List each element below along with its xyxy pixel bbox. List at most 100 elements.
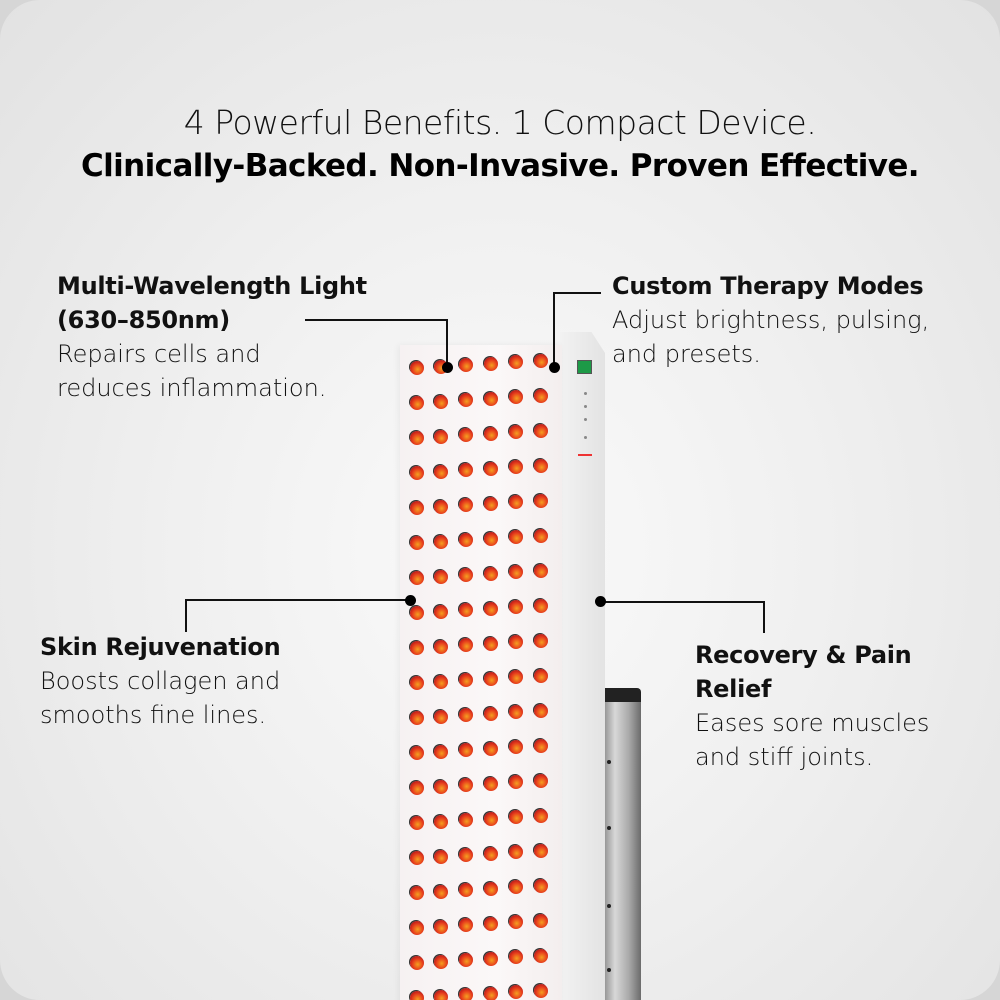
- feature-title: Recovery & Pain Relief: [695, 641, 912, 703]
- control-button: [584, 418, 587, 421]
- led-bulb: [534, 948, 548, 963]
- pole-hole: [607, 904, 611, 908]
- led-bulb: [484, 496, 498, 511]
- led-bulb: [509, 670, 523, 684]
- callout-line: [305, 319, 448, 321]
- led-bulb: [410, 466, 424, 480]
- led-bulb: [410, 711, 424, 725]
- led-bulb: [434, 779, 448, 794]
- subheadline: Clinically-Backed. Non-Invasive. Proven …: [80, 148, 920, 184]
- led-bulb: [434, 534, 448, 549]
- feature-multi-wavelength: Multi-Wavelength Light (630–850nm) Repai…: [57, 269, 387, 405]
- led-bulb: [410, 676, 424, 690]
- led-bulb: [410, 851, 424, 865]
- led-bulb: [434, 429, 448, 444]
- led-bulb: [534, 633, 548, 648]
- led-bulb: [484, 391, 498, 406]
- led-bulb: [484, 601, 498, 616]
- led-bulb: [459, 603, 473, 617]
- led-bulb: [459, 953, 473, 967]
- led-bulb: [459, 673, 473, 687]
- led-bulb: [484, 741, 498, 756]
- led-bulb: [410, 781, 424, 795]
- callout-line: [185, 599, 187, 632]
- led-bulb: [484, 986, 498, 1000]
- led-bulb: [509, 495, 523, 509]
- led-bulb: [534, 808, 548, 823]
- led-bulb: [534, 983, 548, 998]
- led-bulb: [509, 635, 523, 649]
- led-bulb: [484, 811, 498, 826]
- led-bulb: [534, 598, 548, 613]
- feature-description: Boosts collagen and smooths fine lines.: [40, 667, 281, 729]
- led-bulb: [534, 493, 548, 508]
- control-button: [584, 405, 587, 408]
- led-bulb: [410, 641, 424, 655]
- led-bulb: [459, 883, 473, 897]
- led-bulb: [509, 425, 523, 439]
- led-bulb: [509, 775, 523, 789]
- led-bulb: [459, 743, 473, 757]
- led-bulb: [509, 880, 523, 894]
- led-bulb: [459, 463, 473, 477]
- led-bulb: [534, 843, 548, 858]
- brand-logo: [578, 454, 592, 456]
- led-bulb: [534, 703, 548, 718]
- led-bulb: [534, 388, 548, 403]
- led-bulb: [509, 705, 523, 719]
- led-bulb: [534, 458, 548, 473]
- led-bulb: [459, 358, 473, 372]
- led-bulb: [459, 393, 473, 407]
- led-bulb: [459, 533, 473, 547]
- callout-line: [763, 601, 765, 633]
- led-bulb: [509, 845, 523, 859]
- led-bulb: [434, 814, 448, 829]
- led-bulb: [509, 460, 523, 474]
- feature-title: Custom Therapy Modes: [612, 272, 924, 300]
- headline: 4 Powerful Benefits. 1 Compact Device.: [183, 103, 817, 142]
- led-bulb: [410, 956, 424, 970]
- feature-skin-rejuvenation: Skin Rejuvenation Boosts collagen and sm…: [40, 630, 330, 732]
- pole-hole: [607, 826, 611, 830]
- led-bulb: [434, 919, 448, 934]
- callout-dot: [548, 361, 560, 373]
- led-bulb: [509, 810, 523, 824]
- led-bulb: [410, 536, 424, 550]
- callout-dot: [594, 595, 606, 607]
- led-bulb: [509, 530, 523, 544]
- led-bulb: [459, 918, 473, 932]
- led-bulb: [484, 671, 498, 686]
- led-bulb: [459, 778, 473, 792]
- led-bulb: [534, 913, 548, 928]
- led-bulb: [434, 954, 448, 969]
- callout-line: [446, 319, 448, 367]
- feature-description: Repairs cells and reduces inflammation.: [57, 340, 327, 402]
- callout-dot: [441, 361, 453, 373]
- stand-pole: [601, 693, 641, 1000]
- led-bulb: [459, 848, 473, 862]
- led-bulb: [484, 356, 498, 371]
- led-bulb: [434, 744, 448, 759]
- led-bulb: [534, 563, 548, 578]
- led-bulb: [509, 390, 523, 404]
- led-bulb: [534, 353, 548, 368]
- led-bulb: [410, 606, 424, 620]
- led-bulb: [410, 571, 424, 585]
- led-bulb: [484, 951, 498, 966]
- feature-description: Eases sore muscles and stiff joints.: [695, 709, 930, 771]
- led-bulb: [534, 738, 548, 753]
- led-bulb: [509, 600, 523, 614]
- led-bulb: [434, 709, 448, 724]
- led-bulb: [484, 846, 498, 861]
- led-bulb: [434, 639, 448, 654]
- led-bulb: [410, 746, 424, 760]
- pole-hole: [607, 760, 611, 764]
- led-bulb: [410, 886, 424, 900]
- led-bulb: [434, 394, 448, 409]
- led-bulb: [509, 950, 523, 964]
- led-bulb: [484, 566, 498, 581]
- feature-title: Multi-Wavelength Light (630–850nm): [57, 272, 367, 334]
- feature-recovery: Recovery & Pain Relief Eases sore muscle…: [695, 638, 995, 774]
- led-bulb: [484, 636, 498, 651]
